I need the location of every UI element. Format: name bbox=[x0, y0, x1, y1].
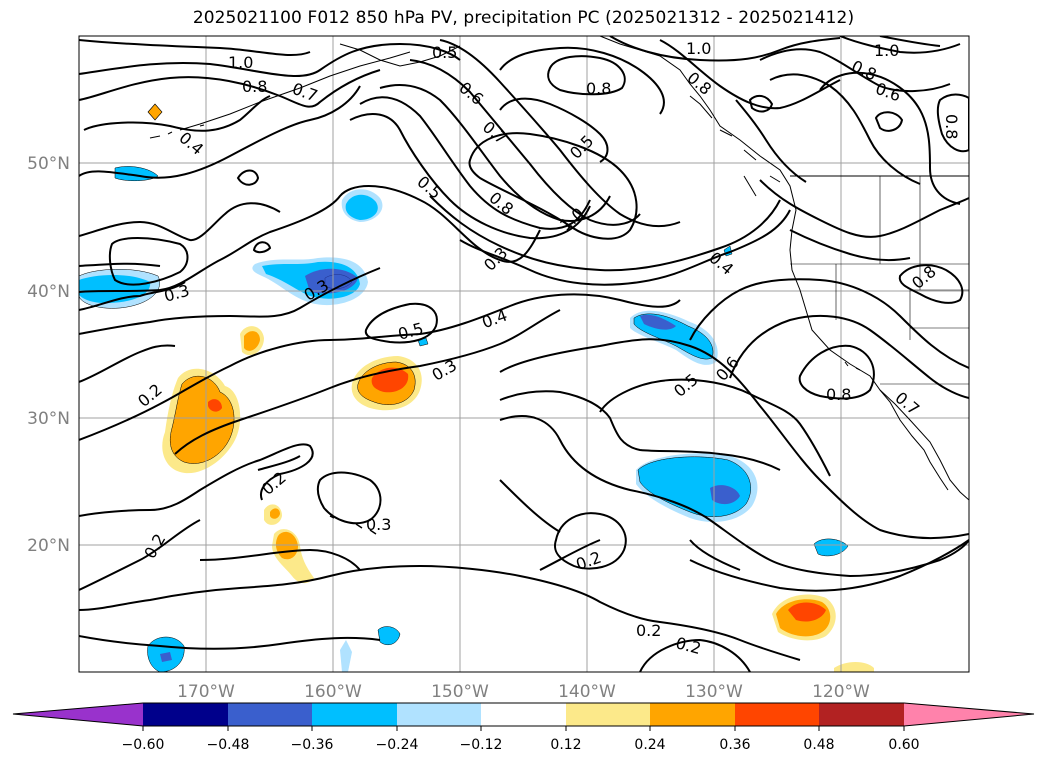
colorbar-segment bbox=[819, 703, 904, 726]
contour-label: 0.3 bbox=[366, 515, 391, 534]
contour-label: 1.0 bbox=[686, 39, 711, 58]
colorbar-tick-label: −0.60 bbox=[122, 737, 165, 753]
colorbar-segment bbox=[397, 703, 481, 726]
colorbar-tick-label: −0.24 bbox=[376, 737, 419, 753]
colorbar-segment bbox=[566, 703, 650, 726]
contour-label: 0.8 bbox=[826, 385, 851, 404]
colorbar-tick-label: 0.24 bbox=[634, 737, 665, 753]
map-title: 2025021100 F012 850 hPa PV, precipitatio… bbox=[192, 8, 855, 28]
precip-region-40n-160w bbox=[252, 257, 368, 306]
contour-label: 1.0 bbox=[228, 53, 253, 72]
contour-label: 1.0 bbox=[874, 41, 899, 60]
colorbar: −0.60 −0.48 −0.36 −0.24 −0.12 0.12 0.24 … bbox=[12, 702, 1035, 753]
lon-label: 160°W bbox=[304, 682, 362, 702]
colorbar-segment bbox=[481, 703, 566, 726]
colorbar-tick-label: 0.48 bbox=[803, 737, 834, 753]
contour-label: 0.8 bbox=[942, 114, 961, 139]
lon-label: 150°W bbox=[431, 682, 489, 702]
precip-region-orange-small bbox=[147, 103, 163, 121]
contour-label: 0.5 bbox=[432, 43, 457, 62]
colorbar-tick-label: −0.36 bbox=[291, 737, 334, 753]
lat-label: 30°N bbox=[27, 409, 70, 429]
lon-label: 140°W bbox=[558, 682, 616, 702]
precip-region-orange-35n bbox=[244, 331, 260, 351]
contour-label: 0.8 bbox=[586, 79, 611, 98]
colorbar-tick-label: −0.48 bbox=[207, 737, 250, 753]
precip-region-14n-122w bbox=[772, 594, 836, 641]
precip-region-blue-47n bbox=[345, 194, 378, 220]
colorbar-tick-label: −0.12 bbox=[460, 737, 503, 753]
contour-label: 0.8 bbox=[242, 77, 267, 96]
lat-label: 20°N bbox=[27, 536, 70, 556]
colorbar-tick-label: 0.12 bbox=[550, 737, 581, 753]
precip-region-blue-20n bbox=[813, 538, 849, 557]
colorbar-segment bbox=[143, 703, 228, 726]
colorbar-tick-label: 0.36 bbox=[719, 737, 750, 753]
lon-label: 170°W bbox=[177, 682, 235, 702]
gridlines bbox=[79, 36, 969, 672]
longitude-labels: 170°W 160°W 150°W 140°W 130°W 120°W bbox=[177, 682, 870, 702]
colorbar-extend-min bbox=[13, 703, 143, 726]
latitude-labels: 50°N 40°N 30°N 20°N bbox=[27, 154, 70, 556]
lon-label: 130°W bbox=[685, 682, 743, 702]
precip-region-25n-130w bbox=[636, 453, 758, 522]
precip-region-22n-165w bbox=[264, 504, 314, 584]
lat-label: 50°N bbox=[27, 154, 70, 174]
lon-label: 120°W bbox=[812, 682, 870, 702]
colorbar-segment bbox=[735, 703, 819, 726]
colorbar-segment bbox=[312, 703, 397, 726]
map-frame bbox=[78, 35, 970, 673]
contour-label: 0.2 bbox=[636, 621, 661, 640]
colorbar-segment bbox=[228, 703, 312, 726]
pv-contours bbox=[79, 36, 969, 672]
colorbar-segment bbox=[650, 703, 735, 726]
lat-label: 40°N bbox=[27, 282, 70, 302]
colorbar-tick-label: 0.60 bbox=[888, 737, 919, 753]
colorbar-extend-max bbox=[904, 703, 1034, 726]
